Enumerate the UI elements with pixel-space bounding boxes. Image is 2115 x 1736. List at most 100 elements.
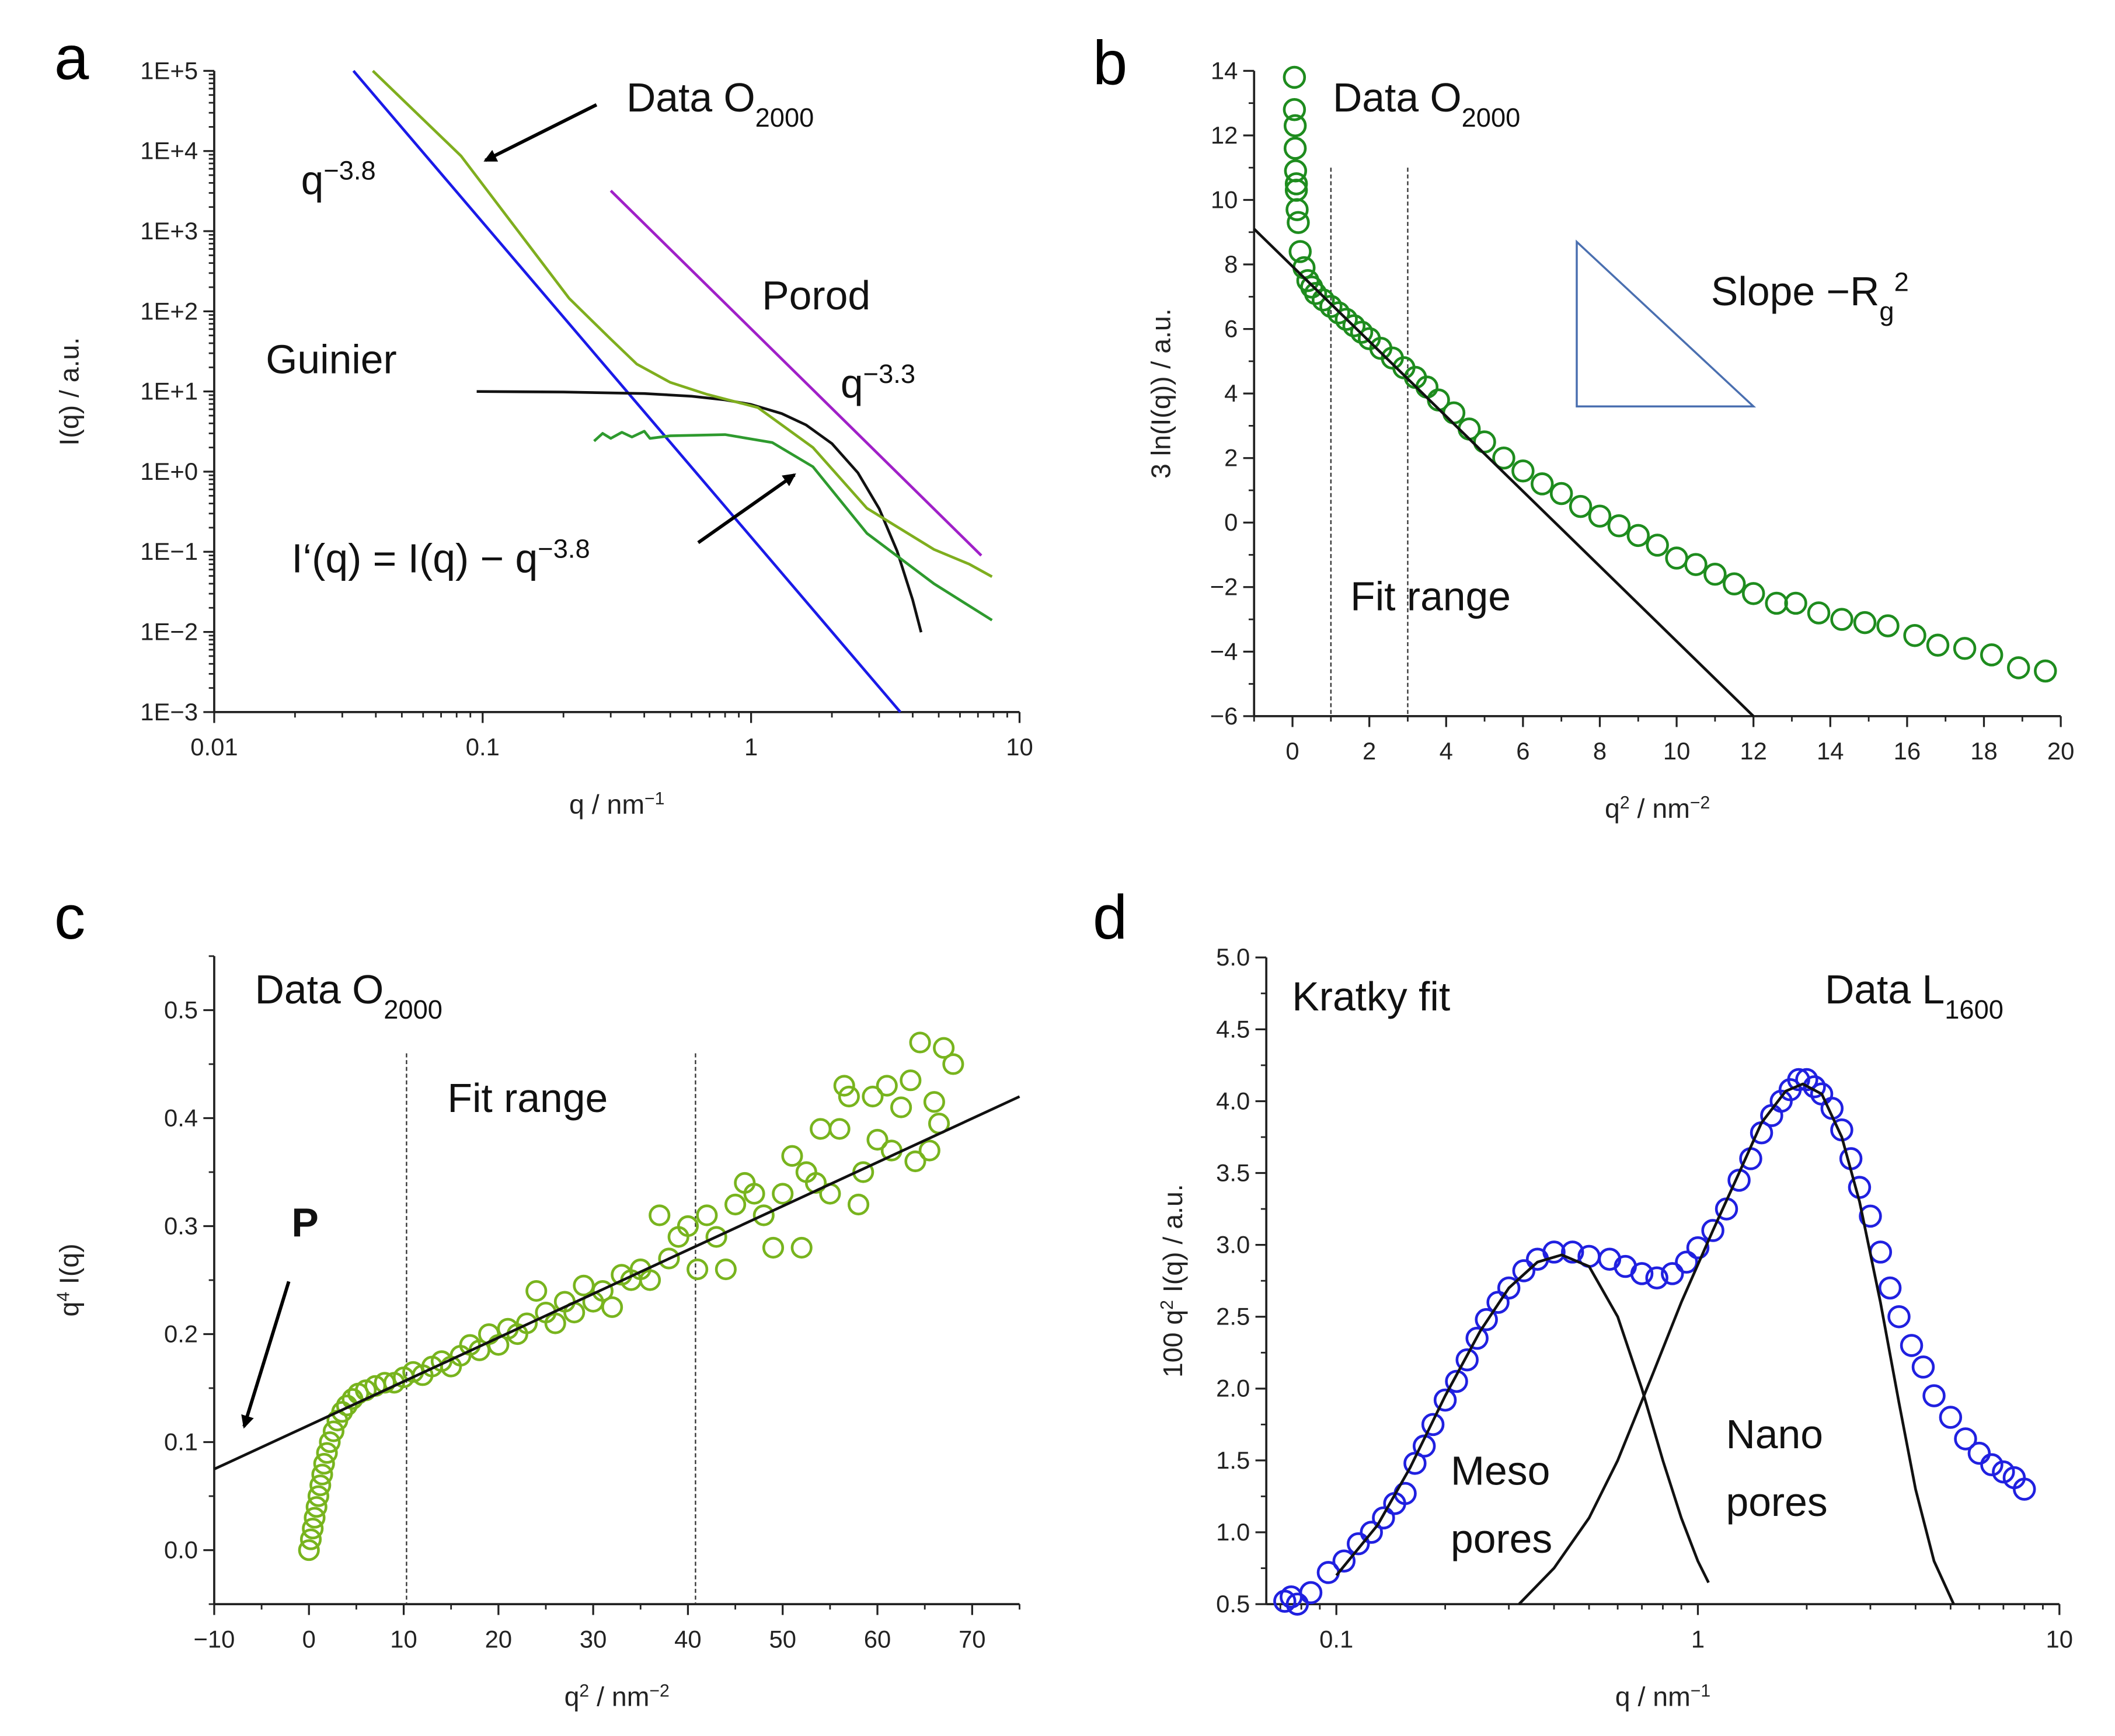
data-point-data-o2000 bbox=[1287, 211, 1310, 234]
data-point-data-l1600 bbox=[1878, 1276, 1902, 1300]
data-point-data-o2000 bbox=[1853, 611, 1877, 635]
data-point-data-l1600 bbox=[1939, 1406, 1963, 1429]
data-point-data-o2000 bbox=[1588, 504, 1612, 528]
c-data-label-part: 2000 bbox=[384, 995, 442, 1024]
data-point-data-o2000 bbox=[1283, 97, 1306, 121]
y-tick-label: 6 bbox=[1224, 315, 1238, 343]
x-axis-title-part: / nm bbox=[589, 1681, 649, 1711]
data-point-data-o2000 bbox=[923, 1091, 945, 1113]
y-tick-label: 1E+4 bbox=[140, 137, 198, 165]
data-point-data-o2000 bbox=[705, 1226, 727, 1248]
data-point-data-o2000 bbox=[904, 1150, 926, 1173]
b-slope-label-part: Slope −R bbox=[1711, 269, 1880, 314]
data-point-data-o2000 bbox=[319, 1431, 341, 1453]
x-axis-title-part: q / nm bbox=[1615, 1681, 1691, 1711]
data-point-data-o2000 bbox=[1926, 633, 1950, 657]
x-axis-title-part: −2 bbox=[1690, 793, 1710, 813]
data-point-data-l1600 bbox=[1922, 1384, 1946, 1407]
data-point-data-o2000 bbox=[316, 1442, 338, 1464]
data-point-data-o2000 bbox=[331, 1401, 353, 1423]
data-point-data-l1600 bbox=[1661, 1262, 1684, 1285]
x-tick-label: 1 bbox=[1691, 1625, 1705, 1653]
x-tick-label: −10 bbox=[193, 1625, 235, 1653]
y-tick-label: 3.0 bbox=[1216, 1231, 1250, 1259]
x-tick-label: 0 bbox=[302, 1625, 316, 1653]
x-tick-label: 4 bbox=[1440, 737, 1453, 765]
y-tick-label: 2.0 bbox=[1216, 1375, 1250, 1402]
data-point-data-o2000 bbox=[866, 1128, 888, 1151]
y-tick-label: 1E+3 bbox=[140, 217, 198, 245]
data-point-data-o2000 bbox=[591, 1280, 614, 1302]
data-point-data-o2000 bbox=[942, 1053, 964, 1075]
data-point-data-o2000 bbox=[525, 1280, 548, 1302]
data-point-data-l1600 bbox=[1433, 1388, 1457, 1412]
data-point-data-o2000 bbox=[677, 1215, 699, 1237]
c-fit-range-label-part: Fit range bbox=[447, 1075, 608, 1121]
data-point-data-l1600 bbox=[1465, 1326, 1489, 1350]
data-point-data-o2000 bbox=[305, 1496, 327, 1518]
data-point-data-o2000 bbox=[772, 1183, 794, 1205]
x-tick-label: 70 bbox=[959, 1625, 986, 1653]
data-point-data-o2000 bbox=[1569, 494, 1593, 518]
data-point-data-o2000 bbox=[1723, 572, 1746, 596]
data-point-data-l1600 bbox=[1445, 1369, 1468, 1393]
x-tick-label: 14 bbox=[1817, 737, 1844, 765]
d-kratky-label: Kratky fit bbox=[1292, 974, 1450, 1019]
data-point-data-o2000 bbox=[1283, 65, 1306, 89]
data-point-data-o2000 bbox=[374, 1372, 396, 1394]
data-point-data-o2000 bbox=[1980, 643, 2003, 667]
y-tick-label: 4.5 bbox=[1216, 1015, 1250, 1043]
d-data-label: Data L1600 bbox=[1825, 967, 2003, 1024]
a-porod-label: Porod bbox=[762, 273, 870, 318]
d-meso-label-1: Meso bbox=[1451, 1448, 1550, 1494]
data-point-data-o2000 bbox=[302, 1517, 324, 1540]
panel-label-b: b bbox=[1093, 28, 1127, 98]
data-point-data-o2000 bbox=[1350, 320, 1374, 344]
data-point-data-o2000 bbox=[2006, 656, 2030, 679]
series-line-guinier bbox=[476, 390, 923, 633]
y-axis-title-part: I(q) / a.u. bbox=[54, 337, 85, 446]
data-point-data-l1600 bbox=[1497, 1276, 1521, 1300]
data-point-data-l1600 bbox=[1869, 1240, 1893, 1264]
data-point-data-o2000 bbox=[1807, 601, 1831, 625]
x-axis-title: q2 / nm−2 bbox=[1605, 793, 1710, 824]
y-tick-label: −2 bbox=[1210, 573, 1238, 601]
data-point-data-o2000 bbox=[1311, 288, 1335, 312]
data-point-data-o2000 bbox=[2034, 659, 2057, 683]
data-point-data-o2000 bbox=[515, 1312, 538, 1334]
d-nano-label-2-part: pores bbox=[1726, 1479, 1827, 1525]
data-point-data-o2000 bbox=[1511, 459, 1535, 483]
d-data-label-part: Data L bbox=[1825, 967, 1945, 1012]
b-slope-label-part: g bbox=[1879, 297, 1894, 326]
data-point-data-l1600 bbox=[1645, 1266, 1668, 1289]
panel-d-kratky-plot: 0.1 1 10 0.5 1.0 1.5 2.0 2.5 3.0 3.5 4.0 4.5 5.0 q / … bbox=[1158, 943, 2073, 1711]
x-tick-label: 18 bbox=[1970, 737, 1998, 765]
y-tick-label: 10 bbox=[1211, 186, 1238, 213]
c-data-label: Data O2000 bbox=[255, 967, 442, 1024]
x-tick-label: 10 bbox=[1663, 737, 1691, 765]
data-point-data-o2000 bbox=[909, 1031, 931, 1054]
y-axis-title-part: I(q) bbox=[54, 1243, 85, 1292]
y-tick-label: 0.4 bbox=[164, 1104, 198, 1131]
data-point-data-o2000 bbox=[1285, 198, 1309, 221]
y-tick-label: 1E+5 bbox=[140, 57, 198, 84]
series-line-porod-fit bbox=[213, 1095, 1020, 1470]
data-point-data-o2000 bbox=[309, 1474, 332, 1497]
data-point-data-o2000 bbox=[724, 1193, 747, 1216]
y-tick-label: 14 bbox=[1211, 57, 1238, 84]
y-tick-label: 8 bbox=[1224, 250, 1238, 278]
data-point-data-o2000 bbox=[1765, 591, 1788, 615]
y-tick-label: −4 bbox=[1210, 637, 1238, 665]
data-point-data-l1600 bbox=[1803, 1075, 1826, 1099]
d-data-label-part: 1600 bbox=[1945, 995, 2003, 1024]
a-q38-label-part: q bbox=[301, 158, 324, 203]
data-point-data-l1600 bbox=[1911, 1355, 1935, 1379]
y-axis-title: q4 I(q) bbox=[54, 1243, 84, 1316]
data-point-data-l1600 bbox=[1686, 1236, 1710, 1260]
data-point-data-o2000 bbox=[544, 1312, 566, 1334]
panel-label-c: c bbox=[54, 882, 85, 952]
data-point-data-o2000 bbox=[1703, 562, 1727, 586]
data-point-data-o2000 bbox=[781, 1145, 803, 1167]
a-porod-label-part: Porod bbox=[762, 273, 870, 318]
